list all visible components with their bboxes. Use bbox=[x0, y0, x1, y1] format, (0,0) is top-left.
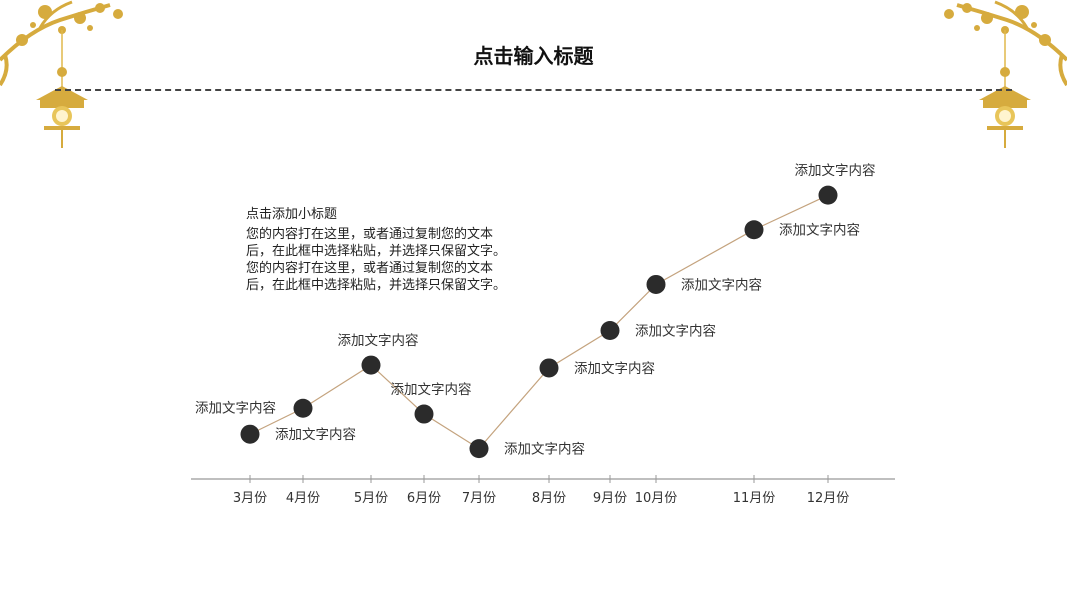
subtitle[interactable]: 点击添加小标题 bbox=[246, 207, 338, 222]
data-point bbox=[646, 274, 666, 294]
data-label: 添加文字内容 bbox=[504, 441, 585, 458]
data-point bbox=[818, 185, 838, 205]
page-title[interactable]: 点击输入标题 bbox=[473, 44, 594, 68]
data-label: 添加文字内容 bbox=[681, 276, 762, 293]
data-label: 添加文字内容 bbox=[391, 381, 472, 398]
data-label: 添加文字内容 bbox=[635, 323, 716, 340]
text-box[interactable]: 点击添加小标题 您的内容打在这里，或者通过复制您的文本 后，在此框中选择粘贴，并… bbox=[246, 206, 536, 294]
x-tick-label: 7月份 bbox=[462, 491, 496, 506]
data-point bbox=[744, 220, 764, 240]
body-paragraph[interactable]: 您的内容打在这里，或者通过复制您的文本 后，在此框中选择粘贴，并选择只保留文字。 bbox=[246, 261, 507, 293]
x-tick-label: 10月份 bbox=[635, 491, 678, 506]
data-point bbox=[293, 398, 313, 418]
data-label: 添加文字内容 bbox=[795, 162, 876, 179]
gold-plum-blossom-lantern-icon bbox=[0, 0, 123, 148]
data-label: 添加文字内容 bbox=[338, 332, 419, 349]
x-tick-label: 11月份 bbox=[733, 491, 776, 506]
data-label: 添加文字内容 bbox=[275, 426, 356, 443]
series-line bbox=[249, 194, 829, 450]
x-tick-label: 6月份 bbox=[407, 491, 441, 506]
x-tick-label: 9月份 bbox=[593, 491, 627, 506]
x-tick-label: 4月份 bbox=[286, 491, 320, 506]
x-tick-label: 8月份 bbox=[532, 491, 566, 506]
data-label: 添加文字内容 bbox=[779, 222, 860, 239]
data-label: 添加文字内容 bbox=[195, 399, 276, 416]
dashed-divider bbox=[55, 89, 1012, 91]
data-label: 添加文字内容 bbox=[574, 360, 655, 377]
x-tick-label: 12月份 bbox=[807, 491, 850, 506]
data-point bbox=[600, 321, 620, 341]
data-point bbox=[469, 439, 489, 459]
data-point bbox=[240, 424, 260, 444]
body-paragraph[interactable]: 您的内容打在这里，或者通过复制您的文本 后，在此框中选择粘贴，并选择只保留文字。 bbox=[246, 227, 507, 259]
gold-plum-blossom-lantern-icon bbox=[944, 0, 1067, 148]
data-point bbox=[361, 355, 381, 375]
data-point bbox=[539, 358, 559, 378]
data-point bbox=[414, 404, 434, 424]
x-tick-label: 3月份 bbox=[233, 491, 267, 506]
x-tick-label: 5月份 bbox=[354, 491, 388, 506]
